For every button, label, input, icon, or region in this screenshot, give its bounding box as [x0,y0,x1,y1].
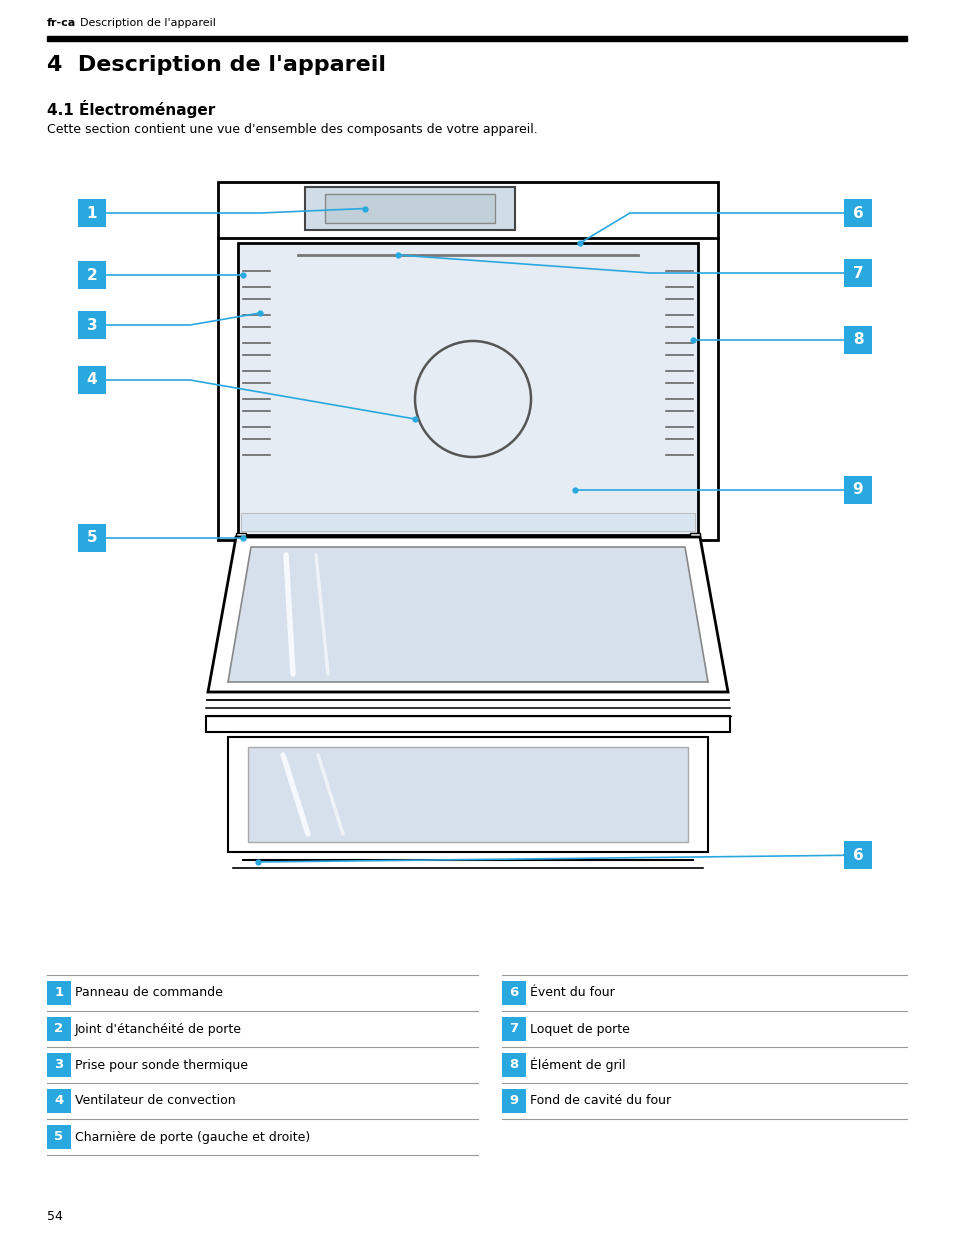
Text: 1: 1 [54,987,64,999]
Bar [218,182,718,540]
Polygon shape [206,716,729,732]
FancyBboxPatch shape [78,261,106,289]
FancyBboxPatch shape [47,1053,71,1077]
FancyBboxPatch shape [47,1125,71,1149]
Polygon shape [208,537,727,692]
Text: 6: 6 [852,847,862,862]
Bar [237,243,698,535]
FancyBboxPatch shape [501,1016,525,1041]
Circle shape [415,341,531,457]
FancyBboxPatch shape [843,475,871,504]
Bar [305,186,515,230]
FancyBboxPatch shape [501,1053,525,1077]
Text: 4: 4 [87,373,97,388]
FancyBboxPatch shape [78,199,106,227]
Text: 8: 8 [852,332,862,347]
Text: Évent du four: Évent du four [530,987,614,999]
Bar [235,534,246,543]
Text: fr-ca: fr-ca [47,19,76,28]
Text: 7: 7 [852,266,862,280]
FancyBboxPatch shape [78,311,106,338]
Text: 5: 5 [87,531,97,546]
Text: 54: 54 [47,1210,63,1223]
Text: 7: 7 [509,1023,518,1035]
FancyBboxPatch shape [78,524,106,552]
FancyBboxPatch shape [78,366,106,394]
FancyBboxPatch shape [843,259,871,287]
Text: Fond de cavité du four: Fond de cavité du four [530,1094,670,1108]
Text: 8: 8 [509,1058,518,1072]
FancyBboxPatch shape [501,1089,525,1113]
Text: 3: 3 [54,1058,64,1072]
FancyBboxPatch shape [843,841,871,869]
Text: 9: 9 [509,1094,518,1108]
FancyBboxPatch shape [843,199,871,227]
Polygon shape [228,547,707,682]
Text: 3: 3 [87,317,97,332]
Text: Ventilateur de convection: Ventilateur de convection [75,1094,235,1108]
Text: Élément de gril: Élément de gril [530,1057,625,1072]
Text: 6: 6 [852,205,862,221]
Text: 2: 2 [54,1023,64,1035]
FancyBboxPatch shape [47,1089,71,1113]
Text: 4: 4 [54,1094,64,1108]
Text: 6: 6 [509,987,518,999]
FancyBboxPatch shape [501,981,525,1005]
Text: Charnière de porte (gauche et droite): Charnière de porte (gauche et droite) [75,1130,310,1144]
Text: Joint d'étanchéité de porte: Joint d'étanchéité de porte [75,1023,242,1035]
FancyBboxPatch shape [47,1016,71,1041]
Text: 1: 1 [87,205,97,221]
FancyBboxPatch shape [47,981,71,1005]
Text: Cette section contient une vue d'ensemble des composants de votre appareil.: Cette section contient une vue d'ensembl… [47,124,537,136]
Text: 2: 2 [87,268,97,283]
Bar [248,747,687,842]
Bar [47,36,906,41]
Text: Prise pour sonde thermique: Prise pour sonde thermique [75,1058,248,1072]
Text: Loquet de porte: Loquet de porte [530,1023,629,1035]
Text: 9: 9 [852,483,862,498]
Text: 4  Description de l'appareil: 4 Description de l'appareil [47,56,386,75]
Bar [325,194,495,224]
Bar [689,534,700,543]
Text: 4.1 Électroménager: 4.1 Électroménager [47,100,215,119]
Bar [228,737,707,852]
Text: Panneau de commande: Panneau de commande [75,987,223,999]
Bar [241,513,695,531]
Text: 5: 5 [54,1130,64,1144]
Text: Description de l'appareil: Description de l'appareil [80,19,215,28]
FancyBboxPatch shape [843,326,871,354]
